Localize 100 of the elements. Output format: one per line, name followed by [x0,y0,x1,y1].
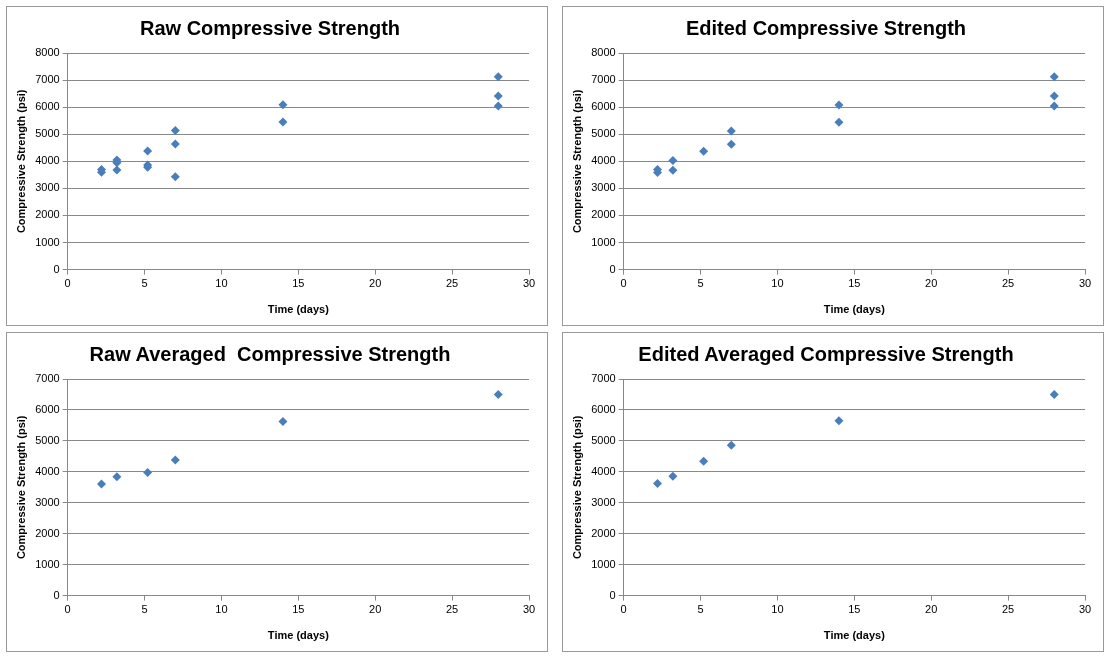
chart-title: Edited Compressive Strength [685,16,967,39]
y-tick-label: 7000 [591,73,616,86]
x-tick-label: 0 [64,277,71,290]
point [1049,101,1059,111]
point [1049,72,1059,82]
point [699,456,709,466]
y-tick-label: 3000 [35,495,60,508]
point [170,139,180,149]
y-tick-label: 2000 [35,526,60,539]
x-axis-title: Time (days) [823,629,886,642]
x-tick-label: 15 [848,603,861,616]
point [170,455,180,465]
x-tick-label: 15 [848,277,861,290]
point [1049,91,1059,101]
x-tick-label: 10 [215,277,228,290]
x-tick-label: 25 [1001,603,1015,616]
y-tick-label: 1000 [591,235,616,248]
y-tick-label: 3000 [591,495,616,508]
y-tick-label: 0 [609,588,616,601]
y-tick-label: 4000 [591,154,616,167]
x-tick-label: 30 [522,603,536,616]
y-tick-label: 5000 [591,127,616,140]
x-tick-label: 20 [925,603,938,616]
chart-title: Edited Averaged Compressive Strength [638,342,1014,365]
x-tick-label: 0 [620,277,627,290]
point [493,101,503,111]
y-tick-label: 3000 [35,181,60,194]
y-tick-label: 2000 [591,526,616,539]
y-tick-label: 0 [609,262,616,275]
point [726,126,736,136]
y-tick-label: 7000 [35,372,60,385]
point [278,416,288,426]
point [493,91,503,101]
y-tick-label: 2000 [591,208,616,221]
point [143,467,153,477]
y-tick-label: 2000 [35,208,60,221]
y-axis-title: Compressive Strength (psi) [14,89,27,234]
x-tick-label: 10 [215,603,228,616]
point [112,165,122,175]
point [170,172,180,182]
x-tick-label: 5 [141,277,148,290]
y-tick-label: 5000 [35,433,60,446]
x-axis-title: Time (days) [823,303,886,316]
chart-title: Raw Averaged Compressive Strength [89,342,451,365]
point [726,139,736,149]
y-tick-label: 1000 [591,557,616,570]
x-tick-label: 5 [697,603,704,616]
x-tick-label: 20 [369,277,382,290]
point [112,472,122,482]
x-tick-label: 30 [1078,277,1092,290]
y-tick-label: 6000 [591,402,616,415]
x-tick-label: 15 [292,277,305,290]
y-tick-label: 6000 [35,402,60,415]
point [170,125,180,135]
y-axis-title: Compressive Strength (psi) [570,89,583,234]
x-tick-label: 20 [369,603,382,616]
y-tick-label: 5000 [591,433,616,446]
y-axis-title: Compressive Strength (psi) [570,415,583,560]
point [97,479,106,489]
point [668,165,678,175]
y-tick-label: 6000 [591,100,616,113]
x-tick-label: 15 [292,603,305,616]
x-tick-label: 25 [1001,277,1015,290]
y-tick-label: 0 [53,588,60,601]
x-tick-label: 10 [771,277,784,290]
point [726,440,736,450]
x-tick-label: 25 [445,603,459,616]
point [834,416,844,426]
point [493,389,503,399]
y-axis-title: Compressive Strength (psi) [14,415,27,560]
chart-title: Raw Compressive Strength [139,16,401,39]
x-tick-label: 25 [445,277,459,290]
y-tick-label: 8000 [591,46,616,59]
point [493,72,503,82]
y-tick-label: 6000 [35,100,60,113]
x-tick-label: 20 [925,277,938,290]
x-tick-label: 0 [64,603,71,616]
point [143,146,153,156]
x-axis-title: Time (days) [267,303,330,316]
point [1049,389,1059,399]
x-tick-label: 5 [141,603,148,616]
y-tick-label: 1000 [35,235,60,248]
point [834,100,844,110]
point [699,146,709,156]
point [834,117,844,127]
point [668,471,678,481]
y-tick-label: 4000 [35,464,60,477]
y-tick-label: 0 [53,262,60,275]
x-tick-label: 10 [771,603,784,616]
x-axis-title: Time (days) [267,629,330,642]
y-tick-label: 7000 [35,73,60,86]
y-tick-label: 3000 [591,181,616,194]
point [668,155,678,165]
x-tick-label: 30 [522,277,536,290]
x-tick-label: 5 [697,277,704,290]
y-tick-label: 7000 [591,372,616,385]
x-tick-label: 30 [1078,603,1092,616]
y-tick-label: 4000 [591,464,616,477]
point [278,100,288,110]
point [278,117,288,127]
